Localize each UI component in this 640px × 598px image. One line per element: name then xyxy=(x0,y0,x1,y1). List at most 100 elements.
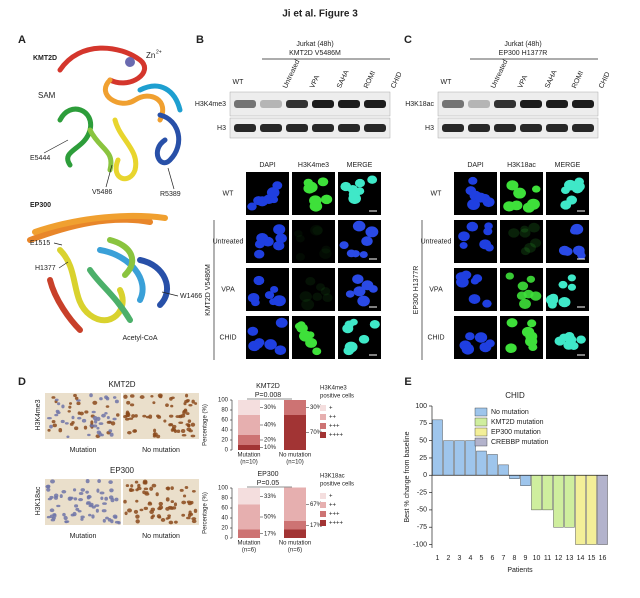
nucleus xyxy=(554,336,566,346)
ihc-cell xyxy=(114,520,120,524)
nucleus xyxy=(312,292,323,301)
stack-segment xyxy=(284,487,306,521)
y-axis-label: Best % change from baseline xyxy=(404,431,411,522)
ihc-cell xyxy=(106,420,112,424)
y-tick-label: -50 xyxy=(417,507,427,514)
p-value: P=0.008 xyxy=(255,392,281,399)
nucleus xyxy=(343,346,354,356)
ihc-cell xyxy=(112,417,117,421)
stain-label: H3K18ac xyxy=(507,162,536,169)
ihc-cell xyxy=(158,394,163,399)
stack-segment xyxy=(238,435,260,445)
nucleus xyxy=(459,241,468,249)
nucleus xyxy=(256,233,269,244)
ihc-cell xyxy=(188,404,193,407)
nucleus xyxy=(528,343,538,352)
ihc-cell xyxy=(173,502,178,507)
legend-swatch xyxy=(320,493,326,499)
nucleus xyxy=(319,248,332,259)
nucleus xyxy=(505,343,517,354)
value-label: 67% xyxy=(310,502,323,508)
value-label: 10% xyxy=(264,445,277,451)
group-label: EP300 H1377R xyxy=(413,266,420,315)
ihc-cell xyxy=(105,405,110,408)
ihc-cell xyxy=(184,486,189,490)
nucleus xyxy=(367,175,378,184)
ihc-cell xyxy=(81,418,87,423)
ihc-cell xyxy=(139,395,145,399)
nucleus xyxy=(474,332,488,343)
blot-band xyxy=(442,100,464,108)
ihc-cell xyxy=(90,420,94,425)
legend-swatch xyxy=(474,427,488,437)
ihc-cell xyxy=(86,495,91,500)
ihc-cell xyxy=(190,500,194,505)
ihc-cell xyxy=(125,484,130,488)
nucleus xyxy=(560,200,572,210)
ihc-cell xyxy=(180,429,186,433)
stack-segment xyxy=(284,529,306,538)
ihc-cell xyxy=(63,515,68,521)
ihc-cell xyxy=(170,404,174,408)
nucleus xyxy=(339,241,349,250)
legend-swatch xyxy=(474,437,488,447)
ihc-cell xyxy=(72,488,77,492)
x-tick-label: 9 xyxy=(524,555,528,562)
legend-swatch xyxy=(474,417,488,427)
mutant-label: KMT2D V5486M xyxy=(289,50,341,57)
nucleus xyxy=(357,295,370,307)
nucleus xyxy=(527,319,537,328)
y-tick-label: 100 xyxy=(218,486,229,492)
ihc-gene: EP300 xyxy=(110,466,135,475)
ihc-cell xyxy=(66,435,70,439)
protein-name: EP300 xyxy=(30,202,51,209)
ihc-cell xyxy=(191,399,195,404)
bar xyxy=(542,475,553,511)
bar xyxy=(564,475,575,528)
blot-band xyxy=(494,100,516,108)
ihc-cell xyxy=(191,519,197,524)
ihc-cell xyxy=(109,488,114,493)
nucleus xyxy=(317,177,329,187)
ihc-cell xyxy=(144,492,150,496)
stack-segment xyxy=(238,400,260,415)
ihc-cell xyxy=(75,507,80,511)
ihc-cell xyxy=(191,490,196,493)
ihc-cell xyxy=(174,520,178,524)
ihc-cell xyxy=(97,479,101,484)
nucleus xyxy=(519,298,531,309)
panel-letter: B xyxy=(196,34,204,46)
blot-band xyxy=(546,100,568,108)
chart-title: CHID xyxy=(505,391,525,400)
ihc-cell xyxy=(153,428,157,433)
bar xyxy=(443,440,454,476)
ihc-cell xyxy=(163,419,167,423)
ihc-cell xyxy=(128,417,134,420)
ihc-group: No mutation xyxy=(142,447,180,454)
nucleus xyxy=(466,221,479,232)
ihc-cell xyxy=(107,517,112,522)
ihc-cell xyxy=(108,480,113,484)
ihc-cell xyxy=(112,514,118,519)
blot-band xyxy=(312,100,334,108)
ihc-cell xyxy=(76,401,81,406)
nucleus xyxy=(458,231,470,242)
nucleus xyxy=(479,239,492,250)
ihc-cell xyxy=(51,396,56,399)
stack-segment xyxy=(238,504,260,530)
ihc-cell xyxy=(175,415,181,418)
residue-label: W1466 xyxy=(180,293,202,300)
x-tick-label: 3 xyxy=(458,555,462,562)
x-tick-label: 12 xyxy=(555,555,563,562)
y-tick-label: 40 xyxy=(221,516,228,522)
ihc-cell xyxy=(70,513,75,517)
blot-membrane xyxy=(437,117,599,139)
ihc-cell xyxy=(91,505,96,509)
nucleus xyxy=(468,294,481,305)
ihc-cell xyxy=(165,497,170,502)
nucleus xyxy=(348,189,360,200)
stack-segment xyxy=(238,488,260,505)
ihc-cell xyxy=(188,429,193,433)
ihc-cell xyxy=(47,428,51,432)
nucleus xyxy=(506,318,518,328)
